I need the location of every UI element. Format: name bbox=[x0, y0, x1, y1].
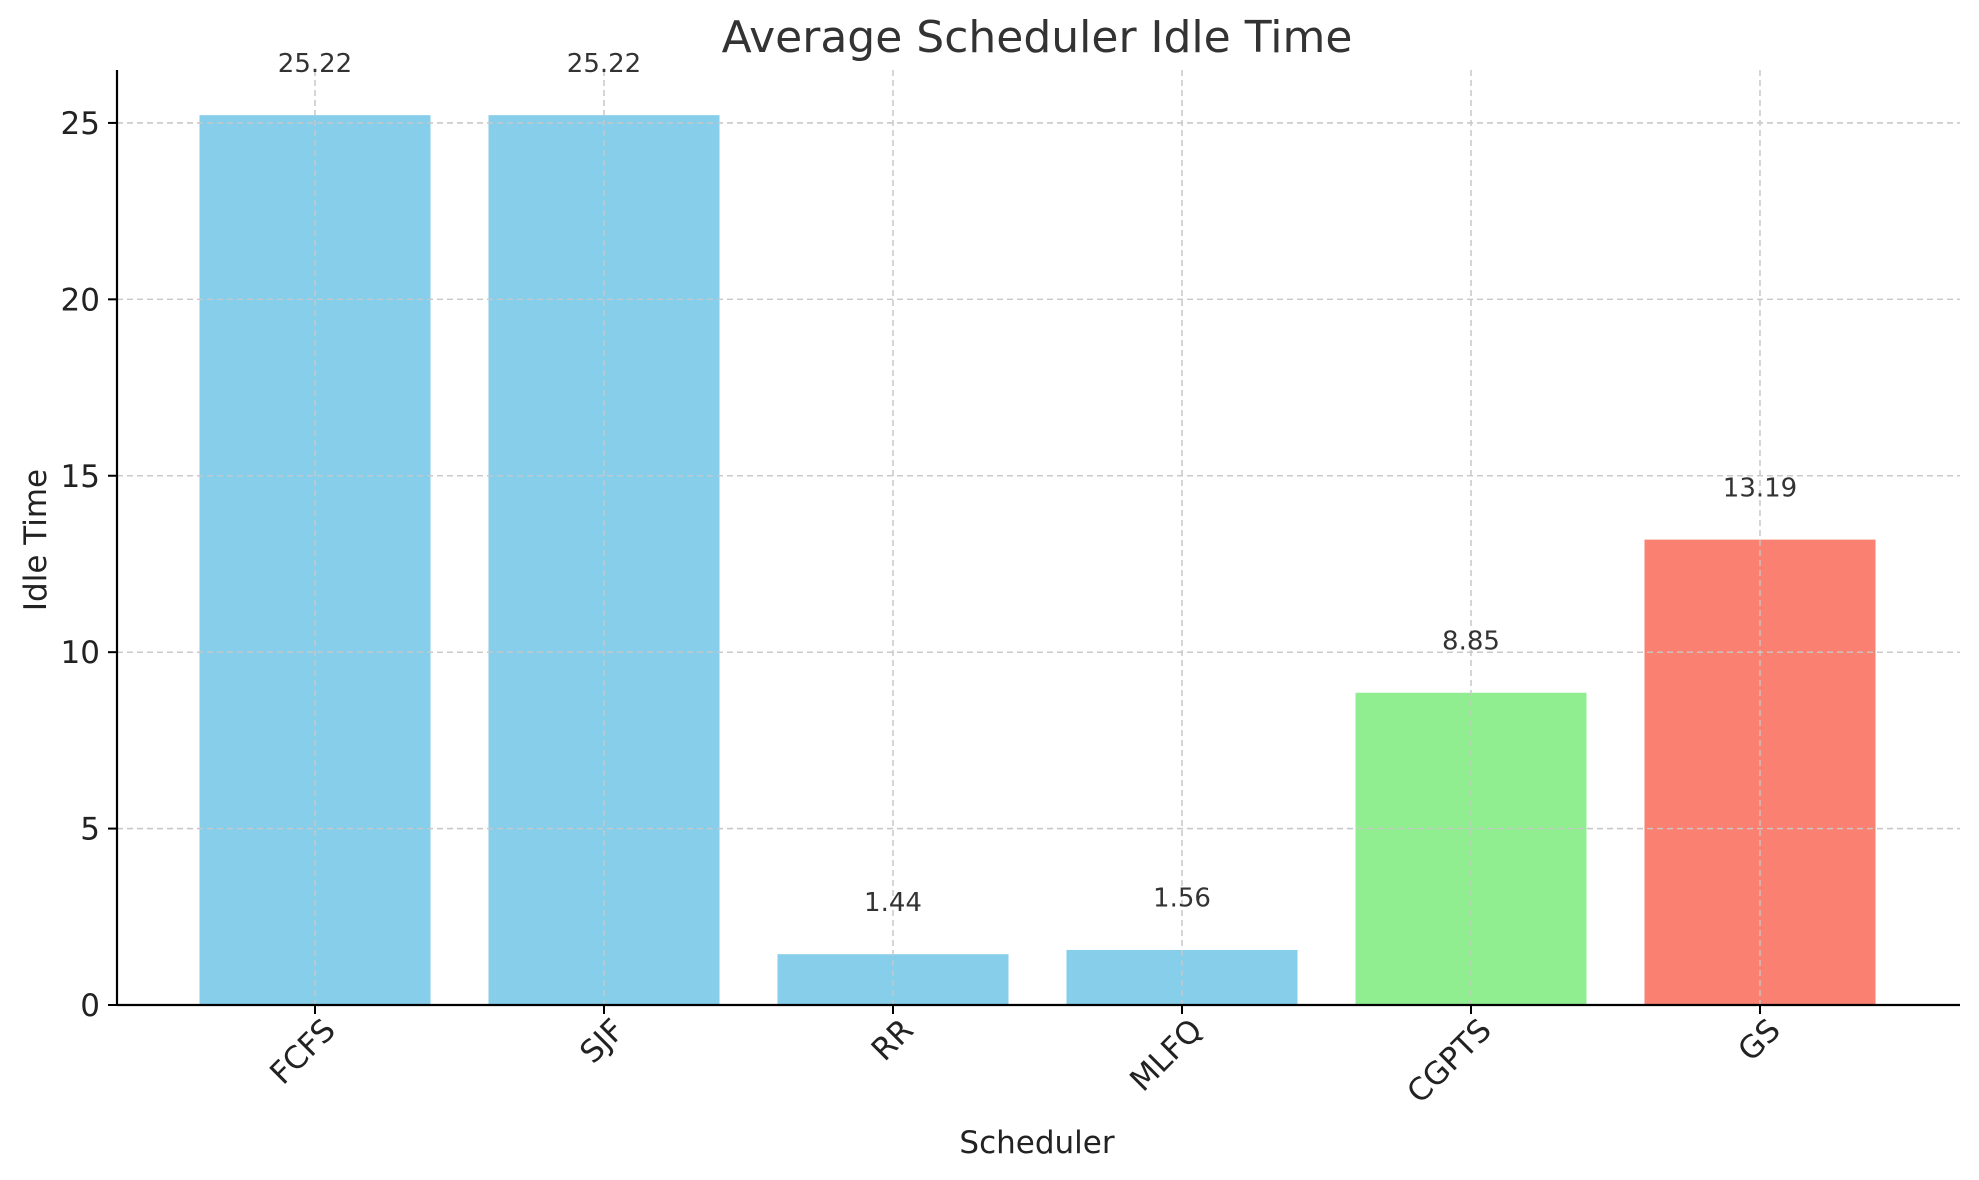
x-tick-label: GS bbox=[1731, 1012, 1787, 1068]
x-tick-label: RR bbox=[865, 1012, 921, 1068]
y-tick-label: 5 bbox=[80, 812, 100, 848]
bar bbox=[1355, 692, 1587, 1005]
y-ticks: 0 5 10 15 20 25 bbox=[61, 106, 117, 1024]
y-tick-label: 20 bbox=[61, 282, 100, 318]
bar-value-label: 13.19 bbox=[1723, 473, 1797, 503]
axes bbox=[115, 70, 1960, 1007]
x-ticks: FCFS SJF RR MLFQ CGPTS GS bbox=[263, 1005, 1788, 1110]
bars bbox=[117, 70, 1960, 1006]
x-tick-label: SJF bbox=[573, 1012, 631, 1070]
y-tick-label: 0 bbox=[80, 988, 100, 1024]
y-axis-title: Idle Time bbox=[18, 469, 54, 611]
x-gridlines-over-bars bbox=[117, 70, 1960, 1005]
bar-value-label: 8.85 bbox=[1442, 626, 1500, 656]
x-tick-label: FCFS bbox=[263, 1012, 343, 1092]
bar-value-label: 1.44 bbox=[864, 888, 922, 918]
x-tick-label: CGPTS bbox=[1400, 1012, 1498, 1110]
data-labels: 25.22 25.22 1.44 1.56 8.85 13.19 bbox=[278, 49, 1797, 918]
y-tick-label: 10 bbox=[61, 635, 100, 671]
bar bbox=[1066, 949, 1298, 1005]
bar-value-label: 25.22 bbox=[278, 49, 352, 79]
x-axis-title: Scheduler bbox=[959, 1125, 1114, 1161]
y-tick-label: 15 bbox=[61, 459, 100, 495]
bar-value-label: 1.56 bbox=[1153, 884, 1211, 914]
x-tick-label: MLFQ bbox=[1123, 1012, 1209, 1098]
bar-value-label: 25.22 bbox=[567, 49, 641, 79]
y-tick-label: 25 bbox=[61, 106, 100, 142]
chart-title: Average Scheduler Idle Time bbox=[722, 12, 1353, 63]
